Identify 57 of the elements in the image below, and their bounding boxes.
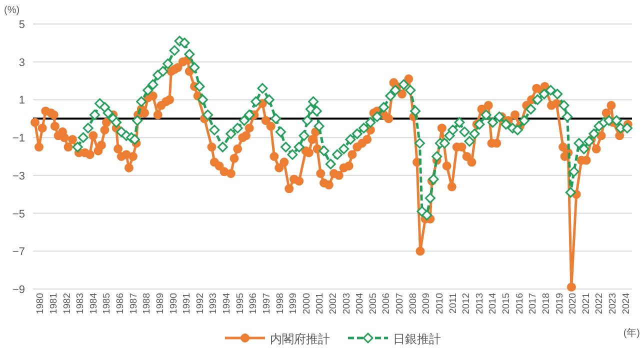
x-tick-label: 1981 xyxy=(48,293,60,314)
x-tick-label: 1998 xyxy=(274,293,286,314)
y-tick-label: −5 xyxy=(12,208,25,220)
x-tick-label: 2007 xyxy=(394,293,406,314)
y-tick-label: −3 xyxy=(12,170,25,182)
y-tick-label: −1 xyxy=(12,132,25,145)
x-tick-label: 2010 xyxy=(434,293,446,314)
x-tick-label: 2011 xyxy=(448,293,459,314)
x-tick-label: 2012 xyxy=(461,293,472,314)
x-tick-label: 2004 xyxy=(354,293,366,314)
x-tick-label: 1986 xyxy=(115,293,126,314)
x-tick-label: 2013 xyxy=(474,293,486,314)
x-tick-label: 2000 xyxy=(301,293,312,314)
x-tick-label: 2019 xyxy=(554,293,566,314)
x-tick-label: 2009 xyxy=(421,293,432,314)
x-tick-label: 1999 xyxy=(288,293,300,314)
x-tick-label: 2015 xyxy=(501,293,512,314)
x-tick-label: 2006 xyxy=(381,293,392,314)
x-tick-label: 1990 xyxy=(168,293,180,314)
x-tick-label: 2017 xyxy=(528,293,539,314)
x-tick-label: 1982 xyxy=(62,293,73,314)
x-tick-label: 1984 xyxy=(88,293,100,314)
y-tick-label: −9 xyxy=(12,284,25,296)
x-tick-label: 2008 xyxy=(408,293,419,314)
x-tick-label: 1983 xyxy=(75,293,86,314)
y-axis-title: (%) xyxy=(4,5,20,16)
x-tick-label: 2023 xyxy=(608,293,619,314)
x-tick-label: 2021 xyxy=(580,293,592,314)
x-tick-label: 1997 xyxy=(261,293,272,314)
x-tick-label: 2018 xyxy=(540,293,552,314)
y-tick-label: 3 xyxy=(18,56,25,69)
x-tick-label: 1992 xyxy=(194,293,206,314)
x-tick-label: 1995 xyxy=(234,293,246,314)
y-tick-label: −7 xyxy=(12,246,25,258)
legend-label: 内閣府推計 xyxy=(270,332,330,346)
x-axis-title: (年) xyxy=(623,327,640,339)
x-tick-label: 2016 xyxy=(514,293,526,314)
x-tick-label: 2014 xyxy=(488,293,499,314)
x-tick-label: 1991 xyxy=(182,293,193,314)
legend-label: 日銀推計 xyxy=(393,332,441,346)
x-tick-label: 1996 xyxy=(248,293,260,314)
x-tick-label: 1994 xyxy=(222,293,233,314)
x-tick-label: 2022 xyxy=(594,293,606,314)
x-tick-label: 2020 xyxy=(568,293,579,314)
x-tick-label: 1988 xyxy=(142,293,153,314)
x-tick-label: 2001 xyxy=(314,293,326,314)
x-tick-label: 2024 xyxy=(620,293,632,314)
x-tick-label: 1987 xyxy=(128,293,140,314)
x-tick-label: 2003 xyxy=(341,293,352,314)
x-tick-label: 2002 xyxy=(328,293,339,314)
x-tick-label: 1980 xyxy=(35,293,46,314)
x-tick-label: 1993 xyxy=(208,293,220,314)
x-tick-label: 2005 xyxy=(368,293,379,314)
x-tick-label: 1985 xyxy=(102,293,113,314)
y-tick-label: 1 xyxy=(18,94,25,107)
x-tick-label: 1989 xyxy=(154,293,166,314)
y-tick-label: 5 xyxy=(18,19,25,31)
